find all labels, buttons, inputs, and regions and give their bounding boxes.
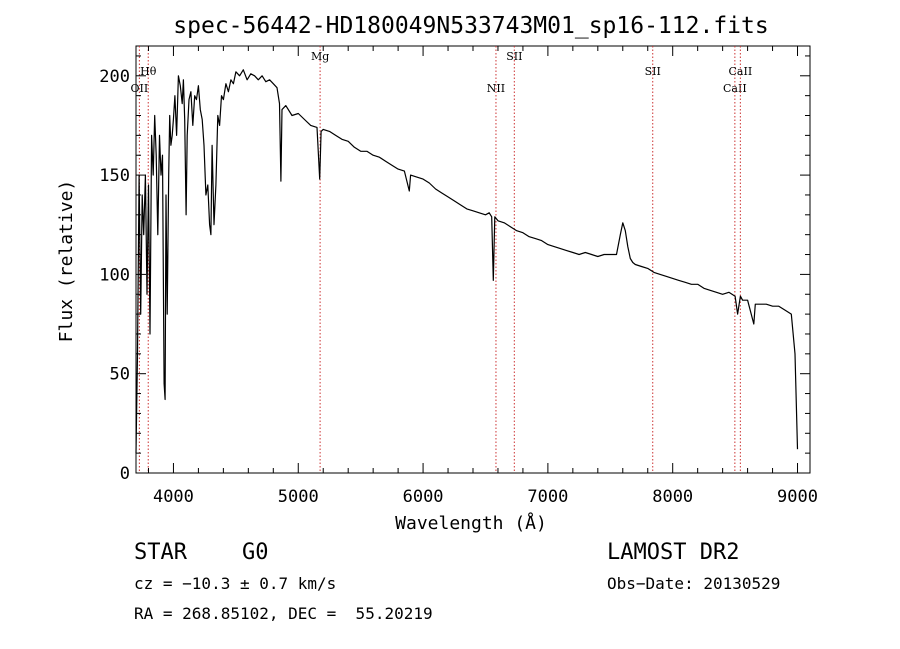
y-tick-label: 50 [110, 365, 130, 385]
marker-label: CaII [729, 65, 753, 78]
axis-ticks: 4000 5000 6000 7000 8000 9000 0 50 100 150 200 [99, 46, 818, 507]
x-tick-label: 5000 [278, 487, 319, 507]
obs-date: Obs−Date: 20130529 [607, 574, 781, 593]
x-tick-label: 6000 [403, 487, 444, 507]
marker-label: CaII [723, 82, 747, 95]
spectrum-series [135, 69, 799, 454]
plot-frame [135, 45, 811, 474]
chart-title: spec-56442-HD180049N533743M01_sp16-112.f… [173, 13, 768, 39]
subclass: G0 [242, 540, 269, 565]
redshift-text: cz = −10.3 ± 0.7 km/s [134, 574, 337, 593]
y-axis-label: Flux (relative) [56, 180, 77, 343]
marker-label: OII [131, 82, 149, 95]
marker-label: SII [506, 50, 522, 63]
y-tick-label: 200 [99, 67, 130, 87]
marker-label: NII [487, 82, 505, 95]
x-tick-label: 8000 [652, 487, 693, 507]
survey-name: LAMOST DR2 [607, 540, 740, 565]
y-tick-label: 100 [99, 265, 130, 285]
spectrum-line [135, 69, 799, 454]
y-tick-label: 0 [120, 464, 130, 484]
marker-label: Mg [311, 50, 329, 63]
coordinates-text: RA = 268.85102, DEC = 55.20219 [134, 604, 433, 623]
spectrum-chart: spec-56442-HD180049N533743M01_sp16-112.f… [56, 13, 818, 534]
y-tick-label: 150 [99, 166, 130, 186]
x-axis-label: Wavelength (Å) [395, 512, 547, 534]
x-tick-label: 7000 [527, 487, 568, 507]
line-markers: Hθ OII Mg NII SII SII CaII CaII [131, 46, 753, 473]
object-class: STAR [134, 540, 187, 565]
marker-label: SII [645, 65, 661, 78]
x-tick-label: 4000 [153, 487, 194, 507]
x-tick-label: 9000 [777, 487, 818, 507]
marker-label: Hθ [140, 65, 157, 78]
